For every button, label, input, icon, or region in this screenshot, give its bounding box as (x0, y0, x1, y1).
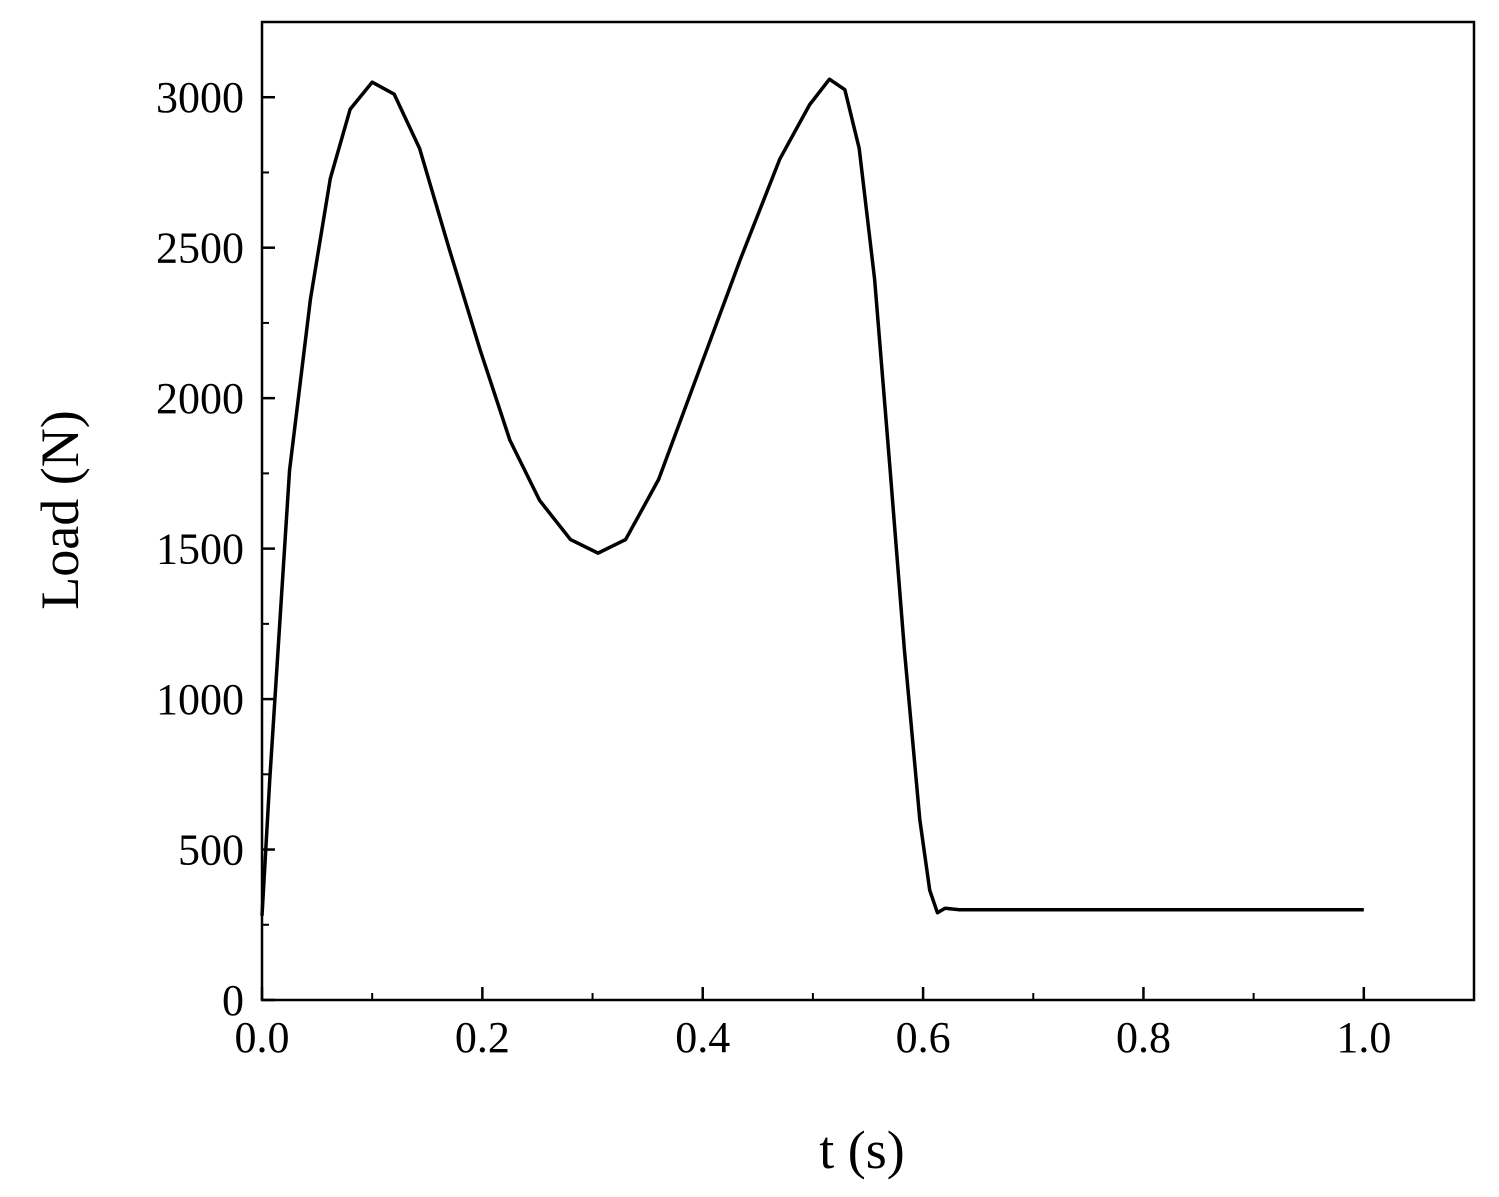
x-tick-label: 0.2 (455, 1013, 510, 1062)
data-line (260, 77, 1364, 916)
y-tick-label: 0 (222, 976, 244, 1025)
x-tick-label: 0.8 (1116, 1013, 1171, 1062)
y-tick-label: 1500 (156, 525, 244, 574)
plot-frame (260, 20, 1476, 1002)
y-tick-label: 1000 (156, 675, 244, 724)
x-axis-label: t (s) (819, 1120, 904, 1180)
y-tick-label: 3000 (156, 73, 244, 122)
x-tick-label: 0.6 (896, 1013, 951, 1062)
y-tick-label: 2000 (156, 374, 244, 423)
x-tick-label: 0.4 (675, 1013, 730, 1062)
y-axis-label: Load (N) (30, 410, 90, 609)
x-tick-label: 0.0 (235, 1013, 290, 1062)
x-tick-label: 1.0 (1336, 1013, 1391, 1062)
y-tick-label: 2500 (156, 224, 244, 273)
y-tick-label: 500 (178, 826, 244, 875)
